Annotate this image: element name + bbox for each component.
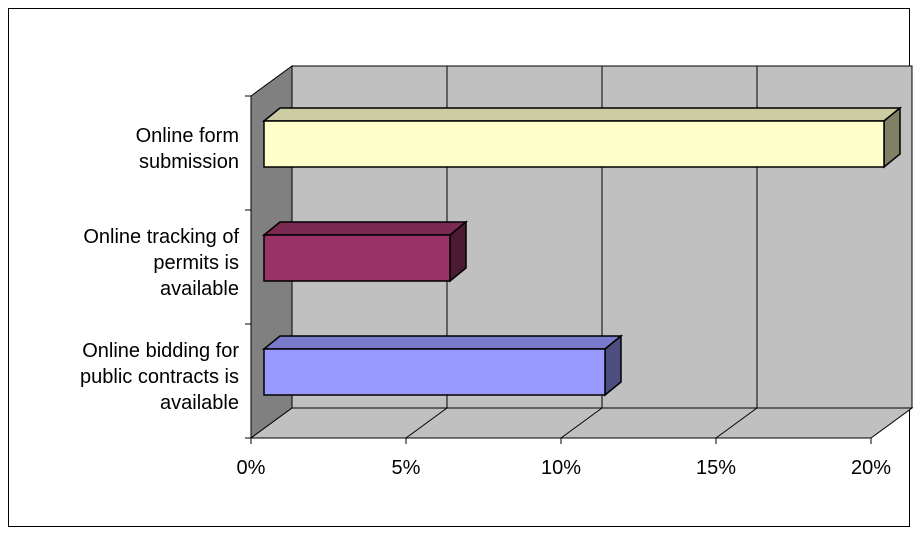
axes (245, 95, 872, 444)
bar-top (261, 107, 903, 122)
bar (261, 106, 903, 169)
category-label: Online tracking of permits is available (83, 226, 239, 300)
bar-front (263, 120, 885, 168)
bars (261, 106, 903, 397)
gridline-floor (715, 407, 758, 439)
category-label: Online bidding for public contracts is ava… (80, 340, 239, 414)
bar-front (263, 348, 606, 396)
category-label: Online form submission (136, 125, 239, 173)
category-label-line: Online bidding for (82, 340, 239, 362)
x-tick-label: 0% (237, 457, 266, 479)
gridline-floor (405, 407, 448, 439)
bar-top (261, 335, 624, 350)
category-label-line: available (160, 392, 239, 414)
bar (261, 220, 469, 283)
x-tick-labels: 0% 5% 10% 15% 20% (237, 457, 892, 479)
x-tick-label: 10% (541, 457, 581, 479)
category-labels: Online form submission Online tracking of p… (80, 125, 239, 414)
category-label-line: permits is (153, 252, 239, 274)
x-tick-label: 15% (696, 457, 736, 479)
bar-top (261, 221, 469, 236)
x-tick-label: 20% (851, 457, 891, 479)
category-label-line: available (160, 278, 239, 300)
category-label-line: submission (139, 151, 239, 173)
bar (261, 334, 624, 397)
category-label-line: public contracts is (80, 366, 239, 388)
category-label-line: Online tracking of (83, 226, 239, 248)
x-tick-label: 5% (392, 457, 421, 479)
gridline-floor (560, 407, 603, 439)
category-label-line: Online form (136, 125, 239, 147)
bar-front (263, 234, 451, 282)
